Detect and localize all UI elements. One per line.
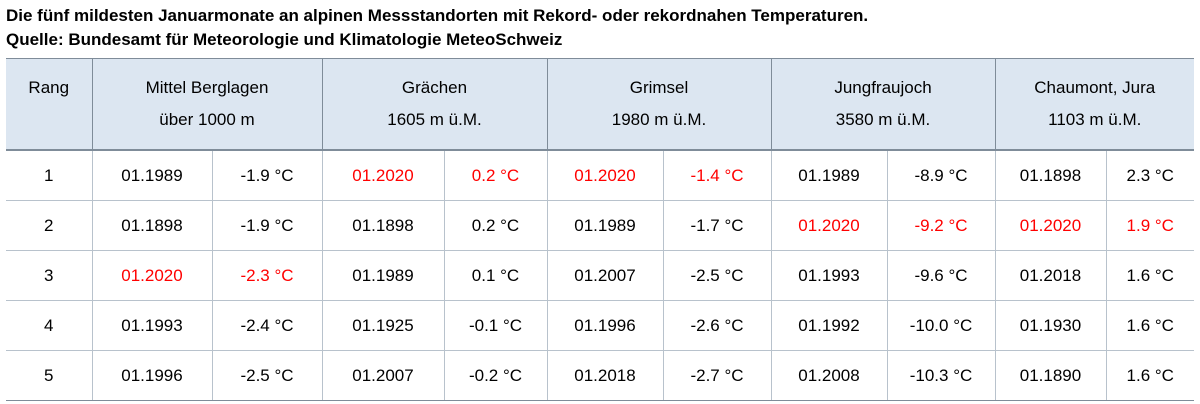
header-station: Grächen 1605 m ü.M.	[321, 58, 547, 151]
date-cell: 01.2007	[546, 250, 663, 301]
temperature-cell: 1.6 °C	[1105, 250, 1195, 301]
table-title: Die fünf mildesten Januarmonate an alpin…	[6, 6, 869, 25]
station-altitude: über 1000 m	[159, 110, 255, 129]
temperature-cell: -0.1 °C	[443, 300, 547, 351]
temperature-cell: -1.9 °C	[211, 200, 322, 251]
header-station: Mittel Berglagen über 1000 m	[91, 58, 322, 151]
temperature-cell: 2.3 °C	[1105, 150, 1195, 201]
temperature-cell: 1.9 °C	[1105, 200, 1195, 251]
date-cell: 01.1898	[994, 150, 1106, 201]
header-rank: Rang	[6, 58, 92, 151]
temperature-cell: -10.0 °C	[886, 300, 995, 351]
station-name: Jungfraujoch	[834, 78, 932, 97]
date-cell: 01.1996	[91, 350, 212, 401]
temperature-cell: -10.3 °C	[886, 350, 995, 401]
date-cell: 01.2020	[770, 200, 887, 251]
temperature-cell: -2.4 °C	[211, 300, 322, 351]
station-name: Grimsel	[629, 78, 689, 97]
date-cell: 01.1992	[770, 300, 887, 351]
date-cell: 01.1989	[91, 150, 212, 201]
rank-cell: 4	[6, 300, 92, 351]
date-cell: 01.2020	[91, 250, 212, 301]
table-row: 3 01.2020 -2.3 °C 01.1989 0.1 °C 01.2007 -2.5 …	[6, 250, 1195, 301]
date-cell: 01.1989	[321, 250, 444, 301]
source-line: Quelle: Bundesamt für Meteorologie und K…	[6, 30, 563, 49]
station-name: Mittel Berglagen	[145, 78, 269, 97]
rank-cell: 3	[6, 250, 92, 301]
temperature-cell: -8.9 °C	[886, 150, 995, 201]
temperature-cell: -2.6 °C	[662, 300, 771, 351]
station-altitude: 1103 m ü.M.	[1048, 110, 1142, 129]
temperature-cell: -0.2 °C	[443, 350, 547, 401]
temperature-cell: 0.1 °C	[443, 250, 547, 301]
date-cell: 01.2020	[321, 150, 444, 201]
temperature-cell: -1.4 °C	[662, 150, 771, 201]
station-altitude: 1980 m ü.M.	[611, 110, 707, 129]
date-cell: 01.2020	[546, 150, 663, 201]
rank-cell: 5	[6, 350, 92, 401]
date-cell: 01.1993	[770, 250, 887, 301]
temperature-cell: -9.2 °C	[886, 200, 995, 251]
temperature-cell: -2.3 °C	[211, 250, 322, 301]
temperature-cell: -9.6 °C	[886, 250, 995, 301]
table-row: 4 01.1993 -2.4 °C 01.1925 -0.1 °C 01.1996 -2.6…	[6, 300, 1195, 351]
header-row: Rang Mittel Berglagen über 1000 m Gräche…	[6, 58, 1195, 151]
rank-cell: 1	[6, 150, 92, 201]
temperature-cell: 1.6 °C	[1105, 300, 1195, 351]
header-station: Chaumont, Jura 1103 m ü.M.	[994, 58, 1195, 151]
date-cell: 01.1898	[91, 200, 212, 251]
station-name: Grächen	[401, 78, 468, 97]
table-row: 1 01.1989 -1.9 °C 01.2020 0.2 °C 01.2020 -1.4 …	[6, 150, 1195, 201]
header-station: Grimsel 1980 m ü.M.	[546, 58, 771, 151]
date-cell: 01.1890	[994, 350, 1106, 401]
date-cell: 01.1989	[546, 200, 663, 251]
temperature-cell: -2.7 °C	[662, 350, 771, 401]
table-row: 5 01.1996 -2.5 °C 01.2007 -0.2 °C 01.2018 -2.7…	[6, 350, 1195, 401]
temperature-cell: -1.9 °C	[211, 150, 322, 201]
date-cell: 01.2018	[546, 350, 663, 401]
station-altitude: 3580 m ü.M.	[835, 110, 931, 129]
station-altitude: 1605 m ü.M.	[387, 110, 482, 129]
temperature-cell: -1.7 °C	[662, 200, 771, 251]
temperature-cell: 0.2 °C	[443, 200, 547, 251]
date-cell: 01.2007	[321, 350, 444, 401]
temperature-table: Rang Mittel Berglagen über 1000 m Gräche…	[6, 58, 1195, 401]
date-cell: 01.2020	[994, 200, 1106, 251]
temperature-cell: -2.5 °C	[662, 250, 771, 301]
date-cell: 01.2018	[994, 250, 1106, 301]
temperature-cell: -2.5 °C	[211, 350, 322, 401]
date-cell: 01.1996	[546, 300, 663, 351]
table-row: 2 01.1898 -1.9 °C 01.1898 0.2 °C 01.1989 -1.7 …	[6, 200, 1195, 251]
station-name: Chaumont, Jura	[1034, 78, 1156, 97]
date-cell: 01.1993	[91, 300, 212, 351]
title-block: Die fünf mildesten Januarmonate an alpin…	[6, 4, 868, 52]
rank-cell: 2	[6, 200, 92, 251]
date-cell: 01.1925	[321, 300, 444, 351]
date-cell: 01.1930	[994, 300, 1106, 351]
header-station: Jungfraujoch 3580 m ü.M.	[770, 58, 995, 151]
temperature-cell: 0.2 °C	[443, 150, 547, 201]
date-cell: 01.2008	[770, 350, 887, 401]
temperature-cell: 1.6 °C	[1105, 350, 1195, 401]
date-cell: 01.1898	[321, 200, 444, 251]
date-cell: 01.1989	[770, 150, 887, 201]
